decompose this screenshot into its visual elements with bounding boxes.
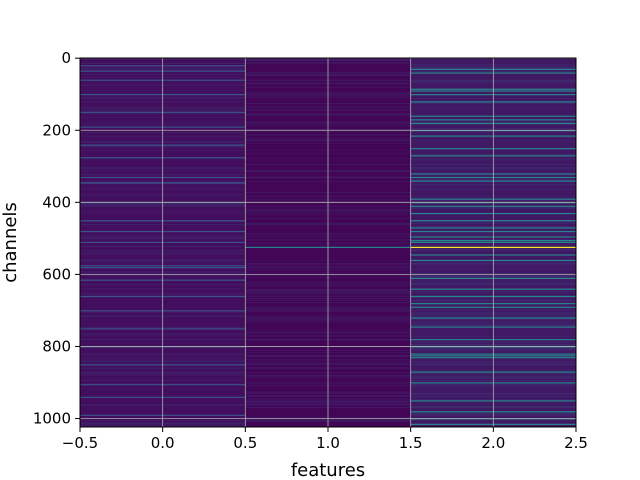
y-axis-label: channels xyxy=(0,202,21,283)
y-tick-label: 800 xyxy=(42,337,71,355)
y-tick-label: 600 xyxy=(42,265,71,283)
y-tick-label: 0 xyxy=(61,49,71,67)
x-tick-label: 1.5 xyxy=(399,434,423,452)
y-tick-label: 400 xyxy=(42,193,71,211)
y-tick-label: 1000 xyxy=(33,410,71,428)
x-tick-label: −0.5 xyxy=(62,434,98,452)
x-tick-label: 0.0 xyxy=(151,434,175,452)
y-axis-ticks: 0 200 400 600 800 1000 xyxy=(33,49,80,428)
x-tick-label: 2.0 xyxy=(481,434,505,452)
x-tick-label: 1.0 xyxy=(316,434,340,452)
y-tick-label: 200 xyxy=(42,121,71,139)
x-axis-label: features xyxy=(291,460,365,480)
x-tick-label: 2.5 xyxy=(564,434,588,452)
x-axis-ticks: −0.5 0.0 0.5 1.0 1.5 2.0 2.5 xyxy=(62,427,588,452)
x-tick-label: 0.5 xyxy=(233,434,257,452)
